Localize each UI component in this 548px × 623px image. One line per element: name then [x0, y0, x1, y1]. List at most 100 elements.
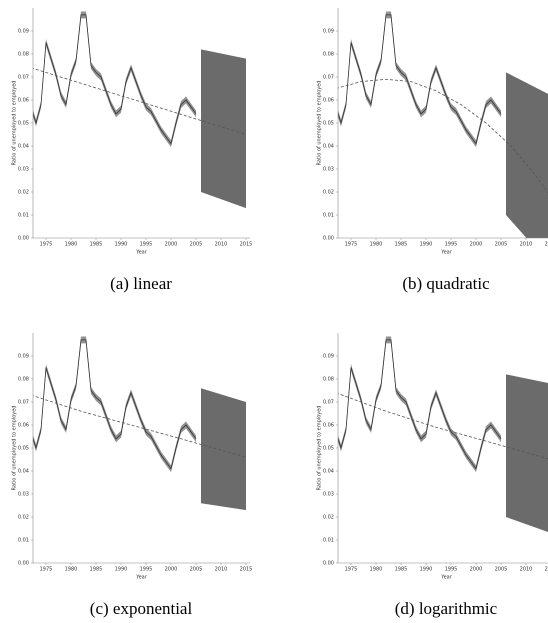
y-tick-label: 0.02	[18, 190, 29, 196]
series-line	[33, 14, 197, 145]
y-tick-label: 0.05	[18, 121, 29, 127]
x-tick-label: 2000	[165, 567, 178, 573]
forecast-band	[506, 374, 548, 533]
y-axis-label: Ratio of unemployed to employed	[12, 81, 18, 166]
x-tick-label: 2000	[470, 242, 483, 248]
x-tick-label: 2015	[545, 567, 548, 573]
chart: 0.00 0.01 0.02 0.03 0.04 0.05 0.06 0.07 0.08 0.09…	[317, 8, 548, 293]
caption: (a) linear	[110, 274, 172, 293]
panel: 0.00 0.01 0.02 0.03 0.04 0.05 0.06 0.07 0.08 0.09…	[0, 0, 274, 300]
x-tick-label: 2010	[520, 242, 533, 248]
x-tick-label: 1990	[420, 242, 433, 248]
y-tick-label: 0.07	[18, 75, 29, 81]
y-tick-label: 0.09	[18, 354, 29, 360]
x-axis-label: Year	[135, 575, 148, 581]
x-tick-label: 1995	[445, 567, 458, 573]
y-tick-label: 0.01	[18, 213, 29, 219]
y-tick-label: 0.01	[323, 213, 334, 219]
y-tick-label: 0.04	[18, 469, 29, 475]
x-tick-label: 2000	[470, 567, 483, 573]
y-tick-label: 0.03	[323, 492, 334, 498]
panel: 0.00 0.01 0.02 0.03 0.04 0.05 0.06 0.07 0.08 0.09…	[305, 325, 548, 623]
x-axis-label: Year	[440, 250, 453, 256]
y-tick-label: 0.01	[18, 538, 29, 544]
forecast-band	[201, 49, 246, 209]
y-axis-label: Ratio of unemployed to employed	[317, 406, 323, 491]
y-tick-label: 0.08	[18, 377, 29, 383]
x-tick-label: 2005	[190, 242, 203, 248]
x-tick-label: 2000	[165, 242, 178, 248]
x-tick-label: 2005	[495, 242, 508, 248]
trend-line	[33, 68, 247, 135]
x-tick-label: 2010	[215, 242, 228, 248]
y-tick-label: 0.00	[18, 236, 29, 242]
chart: 0.00 0.01 0.02 0.03 0.04 0.05 0.06 0.07 0.08 0.09…	[12, 8, 253, 293]
caption: (c) exponential	[90, 599, 193, 618]
y-axis-label: Ratio of unemployed to employed	[12, 406, 18, 491]
y-tick-label: 0.00	[323, 561, 334, 567]
y-tick-label: 0.03	[18, 167, 29, 173]
x-tick-label: 2015	[545, 242, 548, 248]
y-tick-label: 0.07	[18, 400, 29, 406]
forecast-band	[201, 388, 246, 511]
uncertainty-band	[338, 11, 501, 148]
y-tick-label: 0.06	[323, 423, 334, 429]
x-tick-label: 1995	[140, 567, 153, 573]
panel: 0.00 0.01 0.02 0.03 0.04 0.05 0.06 0.07 0.08 0.09…	[305, 0, 548, 300]
x-tick-label: 2015	[240, 242, 253, 248]
plot-area	[33, 336, 247, 511]
x-tick-label: 1980	[370, 567, 383, 573]
y-tick-label: 0.03	[18, 492, 29, 498]
series-line	[33, 339, 197, 470]
x-tick-label: 1995	[140, 242, 153, 248]
y-tick-label: 0.09	[323, 354, 334, 360]
x-tick-label: 1980	[370, 242, 383, 248]
y-tick-label: 0.00	[323, 236, 334, 242]
uncertainty-band	[33, 11, 196, 148]
x-tick-label: 2010	[215, 567, 228, 573]
trend-line	[338, 78, 548, 194]
plot-area	[338, 11, 548, 238]
y-tick-label: 0.00	[18, 561, 29, 567]
series-line	[338, 14, 502, 145]
y-tick-label: 0.03	[323, 167, 334, 173]
x-tick-label: 1990	[115, 242, 128, 248]
y-tick-label: 0.04	[323, 144, 334, 150]
y-tick-label: 0.04	[18, 144, 29, 150]
y-tick-label: 0.04	[323, 469, 334, 475]
panel: 0.00 0.01 0.02 0.03 0.04 0.05 0.06 0.07 0.08 0.09…	[0, 325, 274, 623]
y-tick-label: 0.08	[323, 52, 334, 58]
x-tick-label: 1980	[65, 242, 78, 248]
uncertainty-band	[338, 336, 501, 473]
y-tick-label: 0.02	[323, 515, 334, 521]
x-tick-label: 1995	[445, 242, 458, 248]
x-tick-label: 1985	[395, 567, 408, 573]
series-line	[338, 339, 502, 470]
y-tick-label: 0.09	[18, 29, 29, 35]
x-tick-label: 1985	[90, 567, 103, 573]
y-tick-label: 0.06	[18, 423, 29, 429]
y-tick-label: 0.09	[323, 29, 334, 35]
x-axis-label: Year	[135, 250, 148, 256]
plot-area	[338, 336, 548, 533]
y-tick-label: 0.08	[323, 377, 334, 383]
x-tick-label: 1980	[65, 567, 78, 573]
x-axis-label: Year	[440, 575, 453, 581]
chart: 0.00 0.01 0.02 0.03 0.04 0.05 0.06 0.07 0.08 0.09…	[317, 333, 548, 618]
y-axis-label: Ratio of unemployed to employed	[317, 81, 323, 166]
x-tick-label: 1985	[395, 242, 408, 248]
trend-line	[338, 393, 548, 460]
x-tick-label: 2010	[520, 567, 533, 573]
y-tick-label: 0.07	[323, 75, 334, 81]
y-tick-label: 0.07	[323, 400, 334, 406]
x-tick-label: 2005	[190, 567, 203, 573]
uncertainty-band	[33, 336, 196, 473]
y-tick-label: 0.01	[323, 538, 334, 544]
x-tick-label: 1985	[90, 242, 103, 248]
y-tick-label: 0.06	[18, 98, 29, 104]
x-tick-label: 1975	[345, 567, 358, 573]
forecast-band	[506, 72, 548, 238]
y-tick-label: 0.02	[323, 190, 334, 196]
y-tick-label: 0.05	[18, 446, 29, 452]
x-tick-label: 1975	[40, 567, 53, 573]
